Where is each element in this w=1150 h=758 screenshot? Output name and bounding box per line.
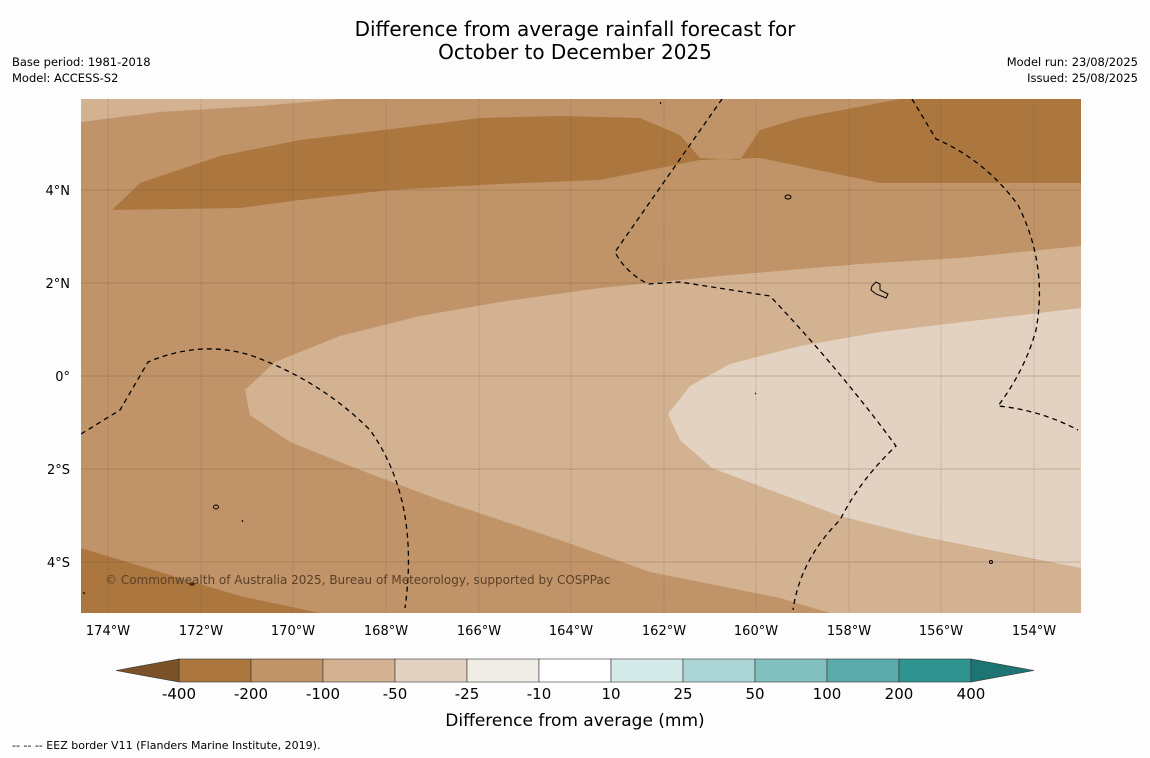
title-line-1: Difference from average rainfall forecas…: [354, 17, 796, 41]
island-small-3: [989, 560, 993, 564]
lat-label-4n: 4°N: [46, 184, 71, 199]
island-small-5: [754, 392, 757, 395]
colorbar-segment: [178, 658, 252, 683]
colorbar-tick-label: -200: [234, 685, 268, 703]
colorbar-tick-label: 400: [957, 685, 986, 703]
graticule: [81, 189, 1081, 563]
colorbar-extend-low: [115, 658, 180, 683]
colorbar-tick-label: 200: [885, 685, 914, 703]
model-run: Model run: 23/08/2025: [1006, 55, 1138, 69]
island-west: [213, 504, 219, 510]
lat-labels: 4°N 2°N 0° 2°S 4°S: [46, 184, 71, 571]
lon-label-174w: 174°W: [86, 624, 130, 639]
island-small-2: [189, 582, 195, 586]
lat-label-4s: 4°S: [47, 556, 70, 571]
lat-label-0: 0°: [55, 370, 70, 385]
colorbar-segment: [682, 658, 756, 683]
island-atoll: [870, 281, 889, 299]
lon-label-164w: 164°W: [549, 624, 593, 639]
eez-border-west: [81, 348, 410, 609]
island-small-4: [659, 101, 662, 105]
band-minus-400-200-southwest: [81, 548, 320, 613]
colorbar-segment: [250, 658, 324, 683]
lat-label-2s: 2°S: [47, 463, 70, 478]
islands: [82, 101, 993, 595]
colorbar-tick-label: 50: [745, 685, 764, 703]
lon-label-158w: 158°W: [827, 624, 871, 639]
colorbar-segment: [394, 658, 468, 683]
island-north: [784, 194, 792, 200]
colorbar-segment: [322, 658, 396, 683]
colorbar-tick-label: -400: [162, 685, 196, 703]
colorbar-tick-label: 25: [673, 685, 692, 703]
lon-label-168w: 168°W: [364, 624, 408, 639]
copyright-text: © Commonwealth of Australia 2025, Bureau…: [105, 573, 610, 587]
lon-label-160w: 160°W: [734, 624, 778, 639]
lon-label-156w: 156°W: [919, 624, 963, 639]
colorbar-tick-label: -50: [383, 685, 408, 703]
colorbar-tick-label: -10: [527, 685, 552, 703]
eez-border-central: [614, 99, 897, 611]
colorbar-segment: [898, 658, 972, 683]
lon-label-166w: 166°W: [457, 624, 501, 639]
model-info: Base period: 1981-2018 Model: ACCESS-S2: [12, 54, 151, 86]
band-minus-50-25: [668, 308, 1081, 568]
colorbar-segment: [538, 658, 612, 683]
colorbar: -400 -200 -100 -50 -25 -10 10 25 50 100 200 400: [115, 658, 1035, 703]
colorbar-segment: [826, 658, 900, 683]
band-minus-400-200-north-strip: [112, 99, 1081, 210]
colorbar-tick-label: 10: [601, 685, 620, 703]
issued-date: Issued: 25/08/2025: [1027, 71, 1138, 85]
run-info: Model run: 23/08/2025 Issued: 25/08/2025: [1007, 54, 1138, 86]
lon-labels: 174°W 172°W 170°W 168°W 166°W 164°W 162°…: [86, 624, 1056, 639]
eez-borders: [81, 99, 1079, 611]
island-small-6: [82, 591, 86, 595]
colorbar-tick-label: -100: [306, 685, 340, 703]
colorbar-tick-label: 100: [813, 685, 842, 703]
meridians: [107, 99, 1035, 613]
colorbar-extend-high: [970, 658, 1035, 683]
colorbar-segment: [754, 658, 828, 683]
lon-label-162w: 162°W: [642, 624, 686, 639]
title-line-2: October to December 2025: [438, 40, 712, 64]
map-title: Difference from average rainfall forecas…: [0, 18, 1150, 64]
colorbar-segment: [466, 658, 540, 683]
colorbar-segment: [610, 658, 684, 683]
colorbar-title: Difference from average (mm): [445, 711, 704, 731]
lon-label-154w: 154°W: [1012, 624, 1056, 639]
lon-label-170w: 170°W: [271, 624, 315, 639]
band-minus-50-25-northwest-corner: [81, 99, 340, 122]
colorbar-tick-label: -25: [455, 685, 480, 703]
map-area: [81, 99, 1081, 613]
lon-label-172w: 172°W: [179, 624, 223, 639]
lat-label-2n: 2°N: [46, 277, 71, 292]
model-name: Model: ACCESS-S2: [12, 71, 119, 85]
eez-border-east: [911, 99, 1079, 431]
island-small-1: [241, 519, 244, 523]
base-period: Base period: 1981-2018: [12, 55, 151, 69]
eez-footnote: -- -- -- EEZ border V11 (Flanders Marine…: [12, 739, 321, 752]
